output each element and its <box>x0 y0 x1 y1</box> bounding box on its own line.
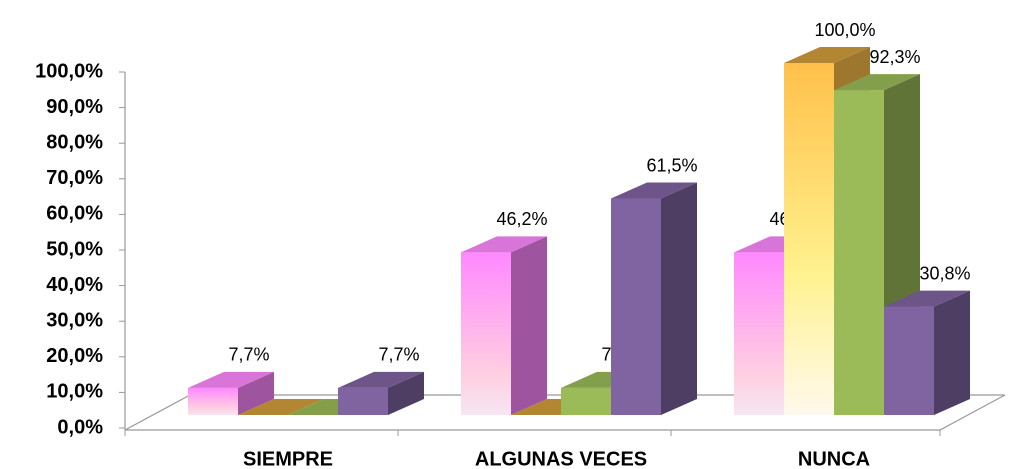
bar-front <box>611 198 661 415</box>
bar-top <box>611 182 697 199</box>
floor <box>124 394 1006 431</box>
x-tick-label: ALGUNAS VECES <box>475 448 647 469</box>
value-label: 61,5% <box>646 155 697 175</box>
bar <box>884 290 970 415</box>
value-label: 7,7% <box>228 345 269 365</box>
bar-top <box>188 371 274 388</box>
bar <box>188 371 274 415</box>
bar-front <box>561 387 611 415</box>
y-tick-label: 60,0% <box>46 203 103 225</box>
value-label: 7,7% <box>378 345 419 365</box>
y-tick-label: 100,0% <box>35 60 103 82</box>
bar-side <box>511 236 547 415</box>
y-tick-label: 40,0% <box>46 274 103 296</box>
bar-front <box>188 387 238 415</box>
x-tick-label: SIEMPRE <box>243 448 333 469</box>
y-tick-label: 30,0% <box>46 309 103 331</box>
y-tick-label: 80,0% <box>46 131 103 153</box>
bar-top <box>884 290 970 307</box>
y-tick-label: 0,0% <box>57 416 103 438</box>
y-tick-label: 10,0% <box>46 381 103 403</box>
bar-top <box>784 47 870 63</box>
y-tick-label: 50,0% <box>46 238 103 260</box>
y-tick-label: 90,0% <box>46 96 103 118</box>
x-tick-label: NUNCA <box>798 448 870 469</box>
value-label: 92,3% <box>869 47 920 67</box>
bar <box>611 182 697 415</box>
value-label: 100,0% <box>814 20 875 40</box>
bar-top <box>238 399 324 415</box>
bar-front <box>338 387 388 415</box>
bar <box>238 399 324 415</box>
bar-front <box>461 252 511 415</box>
y-tick-label: 20,0% <box>46 345 103 367</box>
bar-front <box>884 306 934 415</box>
bar-front <box>734 252 784 415</box>
bar <box>338 371 424 415</box>
y-tick-label: 70,0% <box>46 167 103 189</box>
bar-side <box>238 371 274 415</box>
value-label: 46,2% <box>496 209 547 229</box>
bar-front <box>784 63 834 415</box>
bar-side <box>388 371 424 415</box>
bar-front <box>834 90 884 415</box>
bar-top <box>338 371 424 388</box>
bar-side <box>934 290 970 415</box>
bar-side <box>661 182 697 415</box>
bar-top <box>461 236 547 253</box>
bar <box>461 236 547 415</box>
value-label: 30,8% <box>919 263 970 283</box>
bar-top <box>834 74 920 91</box>
